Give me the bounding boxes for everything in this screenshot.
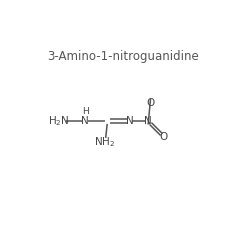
Text: NH$_2$: NH$_2$ xyxy=(94,136,115,149)
Text: N: N xyxy=(81,116,89,126)
Text: N: N xyxy=(144,116,152,126)
Text: H: H xyxy=(82,107,89,115)
Text: H$_2$N: H$_2$N xyxy=(48,114,70,128)
Text: 3-Amino-1-nitroguanidine: 3-Amino-1-nitroguanidine xyxy=(47,50,199,63)
Text: O: O xyxy=(160,132,168,142)
Text: O: O xyxy=(146,98,155,108)
Text: N: N xyxy=(126,116,133,126)
